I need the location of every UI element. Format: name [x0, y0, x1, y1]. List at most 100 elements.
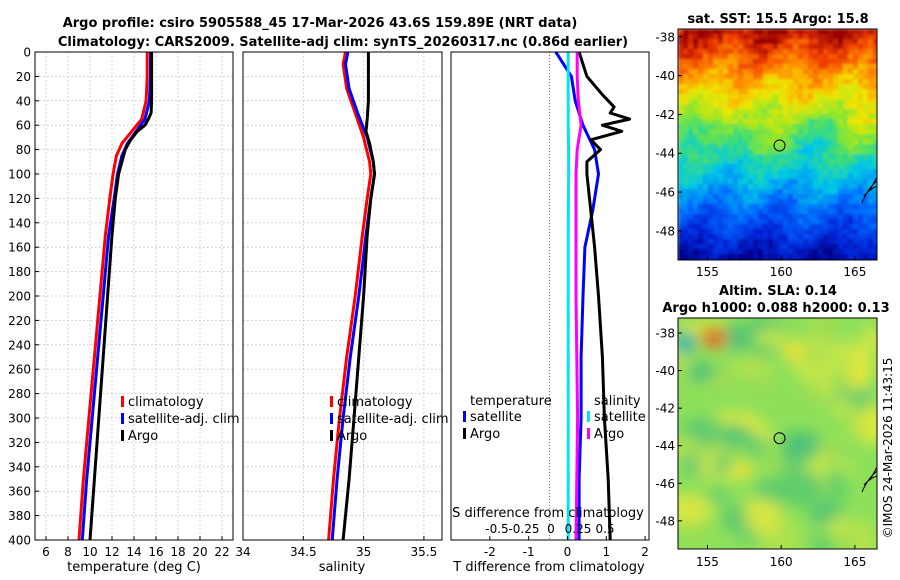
- y-tick-label: 180: [8, 265, 31, 279]
- legend-label-climatology: climatology: [128, 395, 204, 410]
- salinity-panel: 34 34.5 35 35.5 salinity climatology satell…: [235, 51, 449, 575]
- map-x-tick-label: 165: [843, 265, 866, 279]
- y-tick-label: 40: [16, 94, 31, 108]
- top-tick-label: 0.25: [565, 522, 592, 536]
- sla-heatmap: [678, 318, 877, 549]
- sst-heatmap: [678, 29, 877, 260]
- sla-map-title-line1: Altim. SLA: 0.14: [719, 284, 837, 299]
- y-tick-label: 80: [16, 143, 31, 157]
- legend-swatch-argo: [330, 430, 333, 441]
- map-y-tick-label: -44: [655, 439, 675, 453]
- salinity-xlabel: salinity: [319, 560, 366, 575]
- map-y-tick-label: -44: [655, 147, 675, 161]
- salinity-legend: climatology satellite-adj. clim Argo: [330, 395, 449, 444]
- legend-swatch-argo: [121, 430, 124, 441]
- y-tick-label: 220: [8, 314, 31, 328]
- x-tick-label: -1: [523, 545, 535, 559]
- temperature-panel: 6 8 10 12 14 16 18 20 22 0 20 40 60 80 100 120 140 160 18…: [8, 46, 240, 576]
- y-tick-label: 200: [8, 290, 31, 304]
- legend-swatch-climatology: [121, 396, 124, 407]
- series-line-argo: [88, 52, 154, 540]
- y-tick-label: 140: [8, 216, 31, 230]
- map-x-tick-label: 160: [770, 265, 793, 279]
- map-x-tick-label: 155: [696, 555, 719, 569]
- difference-xlabel: T difference from climatology: [452, 560, 645, 575]
- temperature-xlabel: temperature (deg C): [67, 560, 201, 575]
- legend-heading-temperature: temperature: [470, 394, 552, 409]
- x-tick-label: 10: [82, 545, 97, 559]
- legend-heading-salinity: salinity: [594, 394, 641, 409]
- y-tick-label: 0: [23, 46, 31, 60]
- x-tick-label: 14: [126, 545, 141, 559]
- legend-label-t-argo: Argo: [470, 427, 500, 442]
- y-tick-label: 400: [8, 534, 31, 548]
- top-tick-label: -0.5: [485, 522, 508, 536]
- y-tick-label: 60: [16, 119, 31, 133]
- y-tick-label: 280: [8, 387, 31, 401]
- series-line-climatology: [77, 52, 149, 540]
- difference-top-label: S difference from climatology: [452, 506, 644, 521]
- legend-label-satellite-adj: satellite-adj. clim: [337, 412, 449, 427]
- y-tick-label: 360: [8, 485, 31, 499]
- legend-label-t-satellite: satellite: [470, 410, 522, 425]
- sla-argo-location-marker: [773, 432, 786, 445]
- map-x-tick-label: 160: [770, 555, 793, 569]
- x-tick-label: 12: [104, 545, 119, 559]
- map-y-tick-label: -40: [655, 69, 675, 83]
- difference-panel: -2 -1 0 1 2 T difference from climatology S …: [450, 51, 650, 575]
- map-y-tick-label: -40: [655, 364, 675, 378]
- map-x-tick-label: 155: [696, 265, 719, 279]
- series-line-s-argo: [574, 52, 583, 540]
- legend-swatch-climatology: [330, 396, 333, 407]
- legend-swatch-s-satellite: [587, 411, 590, 422]
- legend-label-climatology: climatology: [337, 395, 413, 410]
- sst-map-title: sat. SST: 15.5 Argo: 15.8: [687, 12, 868, 27]
- legend-swatch-t-argo: [463, 428, 466, 439]
- sla-coastline: [861, 466, 878, 493]
- figure-title-line2: Climatology: CARS2009. Satellite-adj cli…: [58, 35, 628, 50]
- map-y-tick-label: -46: [655, 186, 675, 200]
- y-tick-label: 320: [8, 436, 31, 450]
- x-tick-label: 2: [641, 545, 649, 559]
- sst-argo-location-marker: [773, 139, 786, 152]
- y-tick-label: 100: [8, 168, 31, 182]
- x-tick-label: 20: [192, 545, 207, 559]
- y-tick-label: 160: [8, 241, 31, 255]
- y-tick-label: 340: [8, 460, 31, 474]
- sla-map-frame: [677, 317, 878, 550]
- legend-label-argo: Argo: [337, 429, 367, 444]
- x-tick-label: 0: [564, 545, 572, 559]
- x-tick-label: 6: [42, 545, 50, 559]
- map-y-tick-label: -42: [655, 108, 675, 122]
- figure-title-line1: Argo profile: csiro 5905588_45 17-Mar-20…: [63, 16, 578, 31]
- sla-map-panel: Altim. SLA: 0.14 Argo h1000: 0.088 h2000…: [655, 284, 889, 569]
- legend-label-argo: Argo: [128, 429, 158, 444]
- difference-legend-temperature: temperature satellite Argo: [463, 394, 552, 442]
- map-y-tick-label: -42: [655, 402, 675, 416]
- legend-label-satellite-adj: satellite-adj. clim: [128, 412, 240, 427]
- y-tick-label: 120: [8, 192, 31, 206]
- y-tick-label: 20: [16, 70, 31, 84]
- x-tick-label: 34: [235, 545, 250, 559]
- x-tick-label: 16: [148, 545, 163, 559]
- series-line-argo: [341, 52, 376, 540]
- difference-axes-frame: [450, 51, 650, 541]
- map-x-tick-label: 165: [843, 555, 866, 569]
- salinity-axes-frame: [242, 51, 443, 541]
- difference-legend-salinity: salinity satellite Argo: [587, 394, 646, 442]
- y-tick-label: 240: [8, 338, 31, 352]
- sst-map-panel: sat. SST: 15.5 Argo: 15.8 155 160 165 -38 -4…: [655, 12, 878, 279]
- sst-coastline: [861, 176, 878, 204]
- legend-label-s-satellite: satellite: [594, 410, 646, 425]
- map-y-tick-label: -38: [655, 30, 675, 44]
- y-tick-label: 260: [8, 363, 31, 377]
- top-tick-label: 0: [547, 522, 555, 536]
- top-tick-label: -0.25: [508, 522, 539, 536]
- map-y-tick-label: -46: [655, 477, 675, 491]
- map-y-tick-label: -48: [655, 224, 675, 238]
- legend-label-s-argo: Argo: [594, 427, 624, 442]
- x-tick-label: 1: [602, 545, 610, 559]
- x-tick-label: 35.5: [411, 545, 438, 559]
- legend-swatch-satellite-adj: [330, 413, 333, 424]
- legend-swatch-t-satellite: [463, 411, 466, 422]
